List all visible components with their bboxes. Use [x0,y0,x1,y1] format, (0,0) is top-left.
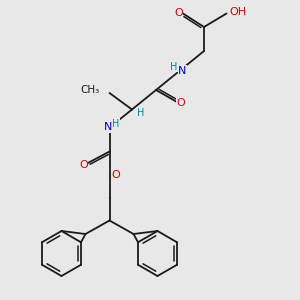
Text: N: N [178,65,187,76]
Text: H: H [137,107,144,118]
Text: O: O [112,170,121,181]
Text: CH₃: CH₃ [81,85,100,95]
Text: N: N [104,122,112,133]
Text: O: O [174,8,183,19]
Text: O: O [176,98,185,109]
Text: H: H [170,62,177,72]
Text: H: H [112,119,120,129]
Text: OH: OH [229,7,246,17]
Text: O: O [79,160,88,170]
